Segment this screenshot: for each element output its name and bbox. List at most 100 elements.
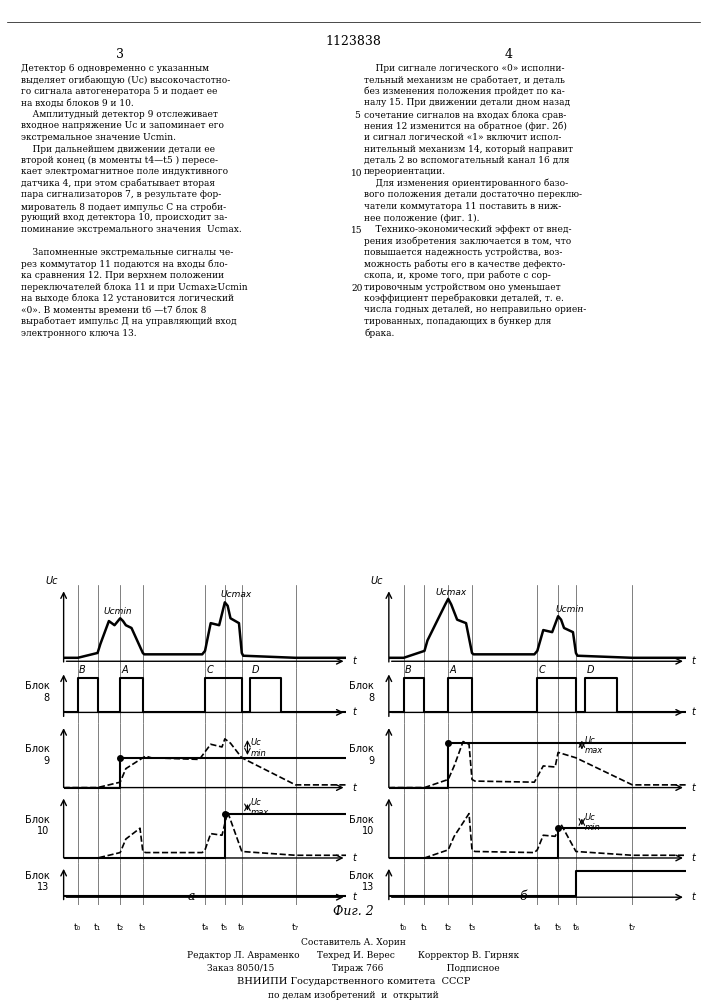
- Text: t: t: [691, 853, 696, 863]
- Text: Блок
9: Блок 9: [25, 744, 49, 766]
- Text: t₆: t₆: [238, 923, 245, 932]
- Text: t: t: [691, 707, 696, 717]
- Text: t₂: t₂: [117, 923, 124, 932]
- Text: рения изобретения заключается в том, что: рения изобретения заключается в том, что: [364, 236, 571, 246]
- Text: можность работы его в качестве дефекто-: можность работы его в качестве дефекто-: [364, 259, 566, 269]
- Text: электронного ключа 13.: электронного ключа 13.: [21, 328, 137, 338]
- Text: Блок
13: Блок 13: [349, 871, 374, 892]
- Text: на выходе блока 12 установится логический: на выходе блока 12 установится логически…: [21, 294, 234, 303]
- Text: Блок
10: Блок 10: [25, 815, 49, 836]
- Text: C: C: [539, 665, 546, 675]
- Text: рез коммутатор 11 подаются на входы бло-: рез коммутатор 11 подаются на входы бло-: [21, 259, 228, 269]
- Text: кает электромагнитное поле индуктивного: кает электромагнитное поле индуктивного: [21, 167, 228, 176]
- Text: При сигнале логического «0» исполни-: При сигнале логического «0» исполни-: [364, 64, 565, 73]
- Text: Uc
max: Uc max: [250, 798, 269, 817]
- Text: датчика 4, при этом срабатывает вторая: датчика 4, при этом срабатывает вторая: [21, 179, 215, 188]
- Text: Uс: Uс: [45, 576, 58, 586]
- Text: Фиг. 2: Фиг. 2: [333, 905, 374, 918]
- Text: D: D: [586, 665, 594, 675]
- Text: нения 12 изменится на обратное (фиг. 2б): нения 12 изменится на обратное (фиг. 2б): [364, 121, 567, 131]
- Text: чатели коммутатора 11 поставить в ниж-: чатели коммутатора 11 поставить в ниж-: [364, 202, 561, 211]
- Text: t₅: t₅: [221, 923, 228, 932]
- Text: t₇: t₇: [292, 923, 299, 932]
- Text: мирователь 8 подает импульс С на строби-: мирователь 8 подает импульс С на строби-: [21, 202, 226, 212]
- Text: а: а: [187, 890, 194, 903]
- Text: без изменения положения пройдет по ка-: без изменения положения пройдет по ка-: [364, 87, 565, 97]
- Text: входное напряжение Uс и запоминает его: входное напряжение Uс и запоминает его: [21, 121, 224, 130]
- Text: тированных, попадающих в бункер для: тированных, попадающих в бункер для: [364, 317, 551, 326]
- Text: «0». В моменты времени t6 —t7 блок 8: «0». В моменты времени t6 —t7 блок 8: [21, 305, 206, 315]
- Text: экстремальное значение Ucmin.: экстремальное значение Ucmin.: [21, 133, 176, 142]
- Text: ка сравнения 12. При верхнем положении: ка сравнения 12. При верхнем положении: [21, 271, 224, 280]
- Text: t₃: t₃: [139, 923, 146, 932]
- Text: t₀: t₀: [400, 923, 407, 932]
- Text: Блок
9: Блок 9: [349, 744, 374, 766]
- Text: t: t: [691, 656, 696, 666]
- Text: на входы блоков 9 и 10.: на входы блоков 9 и 10.: [21, 98, 134, 107]
- Text: Заказ 8050/15                    Тираж 766                      Подписное: Заказ 8050/15 Тираж 766 Подписное: [207, 964, 500, 973]
- Text: коэффициент перебраковки деталей, т. е.: коэффициент перебраковки деталей, т. е.: [364, 294, 564, 303]
- Text: t₆: t₆: [572, 923, 580, 932]
- Text: рующий вход детектора 10, происходит за-: рующий вход детектора 10, происходит за-: [21, 213, 228, 222]
- Text: выделяет огибающую (Uс) высокочастотно-: выделяет огибающую (Uс) высокочастотно-: [21, 75, 230, 85]
- Text: Технико-экономический эффект от внед-: Технико-экономический эффект от внед-: [364, 225, 571, 234]
- Text: налу 15. При движении детали дном назад: налу 15. При движении детали дном назад: [364, 98, 571, 107]
- Text: поминание экстремального значения  Ucmax.: поминание экстремального значения Ucmax.: [21, 225, 242, 234]
- Text: брака.: брака.: [364, 328, 395, 338]
- Text: Редактор Л. Авраменко      Техред И. Верес        Корректор В. Гирняк: Редактор Л. Авраменко Техред И. Верес Ко…: [187, 951, 520, 960]
- Text: переключателей блока 11 и при Ucmax≥Ucmin: переключателей блока 11 и при Ucmax≥Ucmi…: [21, 282, 248, 292]
- Text: A: A: [122, 665, 128, 675]
- Text: Блок
13: Блок 13: [25, 871, 49, 892]
- Text: тельный механизм не сработает, и деталь: тельный механизм не сработает, и деталь: [364, 75, 565, 85]
- Text: При дальнейшем движении детали ее: При дальнейшем движении детали ее: [21, 144, 215, 153]
- Text: t: t: [352, 853, 356, 863]
- Text: C: C: [206, 665, 214, 675]
- Text: Uс: Uс: [370, 576, 383, 586]
- Text: t₁: t₁: [94, 923, 101, 932]
- Text: t₁: t₁: [421, 923, 428, 932]
- Text: Составитель А. Хорин: Составитель А. Хорин: [301, 938, 406, 947]
- Text: 10: 10: [351, 169, 363, 178]
- Text: выработает импульс Д на управляющий вход: выработает импульс Д на управляющий вход: [21, 317, 237, 326]
- Text: го сигнала автогенератора 5 и подает ее: го сигнала автогенератора 5 и подает ее: [21, 87, 218, 96]
- Text: Uc
min: Uc min: [585, 813, 600, 832]
- Text: переориентации.: переориентации.: [364, 167, 446, 176]
- Text: t₄: t₄: [534, 923, 541, 932]
- Text: нительный механизм 14, который направит: нительный механизм 14, который направит: [364, 144, 573, 153]
- Text: Блок
10: Блок 10: [349, 815, 374, 836]
- Text: нее положение (фиг. 1).: нее положение (фиг. 1).: [364, 213, 479, 223]
- Text: Для изменения ориентированного базо-: Для изменения ориентированного базо-: [364, 179, 568, 188]
- Text: A: A: [450, 665, 456, 675]
- Text: 15: 15: [351, 226, 363, 235]
- Text: t₅: t₅: [554, 923, 562, 932]
- Text: t: t: [352, 783, 356, 793]
- Text: t₇: t₇: [629, 923, 636, 932]
- Text: t: t: [352, 656, 356, 666]
- Text: Ucmax: Ucmax: [436, 588, 467, 597]
- Text: Ucmax: Ucmax: [221, 590, 252, 599]
- Text: t: t: [691, 892, 696, 902]
- Text: и сигнал логической «1» включит испол-: и сигнал логической «1» включит испол-: [364, 133, 561, 142]
- Text: t₀: t₀: [74, 923, 81, 932]
- Text: скопа, и, кроме того, при работе с сор-: скопа, и, кроме того, при работе с сор-: [364, 271, 551, 280]
- Text: Детектор 6 одновременно с указанным: Детектор 6 одновременно с указанным: [21, 64, 209, 73]
- Text: Блок
8: Блок 8: [25, 681, 49, 703]
- Text: Ucmin: Ucmin: [556, 605, 584, 614]
- Text: 1123838: 1123838: [325, 35, 382, 48]
- Text: t₂: t₂: [445, 923, 452, 932]
- Text: по делам изобретений  и  открытий: по делам изобретений и открытий: [268, 990, 439, 1000]
- Text: Uc
min: Uc min: [250, 738, 266, 758]
- Text: б: б: [520, 890, 527, 903]
- Text: повышается надежность устройства, воз-: повышается надежность устройства, воз-: [364, 248, 563, 257]
- Text: Блок
8: Блок 8: [349, 681, 374, 703]
- Text: тировочным устройством оно уменьшает: тировочным устройством оно уменьшает: [364, 282, 561, 292]
- Text: числа годных деталей, но неправильно ориен-: числа годных деталей, но неправильно ори…: [364, 305, 586, 314]
- Text: B: B: [79, 665, 86, 675]
- Text: t: t: [352, 707, 356, 717]
- Text: Uc
max: Uc max: [585, 736, 603, 755]
- Text: t₄: t₄: [201, 923, 209, 932]
- Text: t₃: t₃: [468, 923, 476, 932]
- Text: Амплитудный детектор 9 отслеживает: Амплитудный детектор 9 отслеживает: [21, 110, 218, 119]
- Text: 3: 3: [116, 48, 124, 61]
- Text: пара сигнализаторов 7, в результате фор-: пара сигнализаторов 7, в результате фор-: [21, 190, 221, 199]
